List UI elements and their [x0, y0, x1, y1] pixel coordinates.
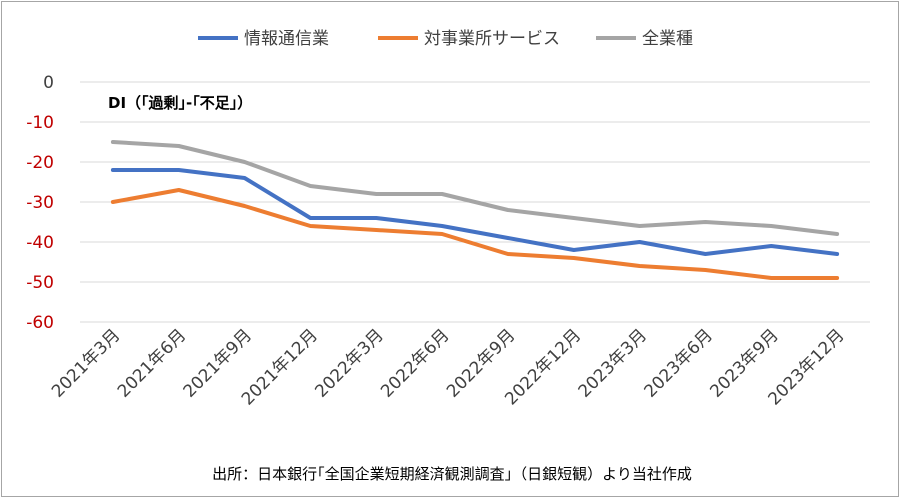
legend-label: 全業種	[642, 29, 693, 49]
y-tick-label: -60	[26, 313, 54, 333]
y-tick-label: -30	[26, 193, 54, 213]
y-tick-label: -10	[26, 113, 54, 133]
y-tick-label: 0	[43, 73, 54, 93]
di-annotation: DI（｢過剰｣-｢不足｣）	[108, 94, 252, 112]
source-note: 出所：日本銀行｢全国企業短期経済観測調査｣（日銀短観）より当社作成	[212, 465, 692, 483]
gridlines	[80, 81, 870, 323]
x-tick-label: 2023年6月	[641, 325, 717, 401]
y-tick-label: -40	[26, 233, 54, 253]
x-tick-label: 2021年6月	[114, 325, 190, 401]
series-lines	[110, 140, 840, 280]
x-tick-label: 2021年3月	[48, 325, 124, 401]
x-tick-label: 2023年3月	[575, 325, 651, 401]
legend-label: 情報通信業	[244, 29, 329, 49]
y-tick-label: -50	[26, 273, 54, 293]
series-line	[110, 168, 840, 256]
legend-label: 対事業所サービス	[424, 29, 560, 49]
x-axis-ticks: 2021年3月2021年6月2021年9月2021年12月2022年3月2022…	[48, 325, 849, 409]
y-axis-ticks: 0 -10 -20 -30 -40 -50 -60	[26, 73, 54, 333]
series-line	[110, 140, 840, 236]
x-tick-label: 2022年6月	[377, 325, 453, 401]
y-tick-label: -20	[26, 153, 54, 173]
series-line	[110, 188, 840, 280]
legend: 情報通信業 対事業所サービス 全業種	[198, 29, 693, 49]
x-tick-label: 2022年3月	[311, 325, 387, 401]
